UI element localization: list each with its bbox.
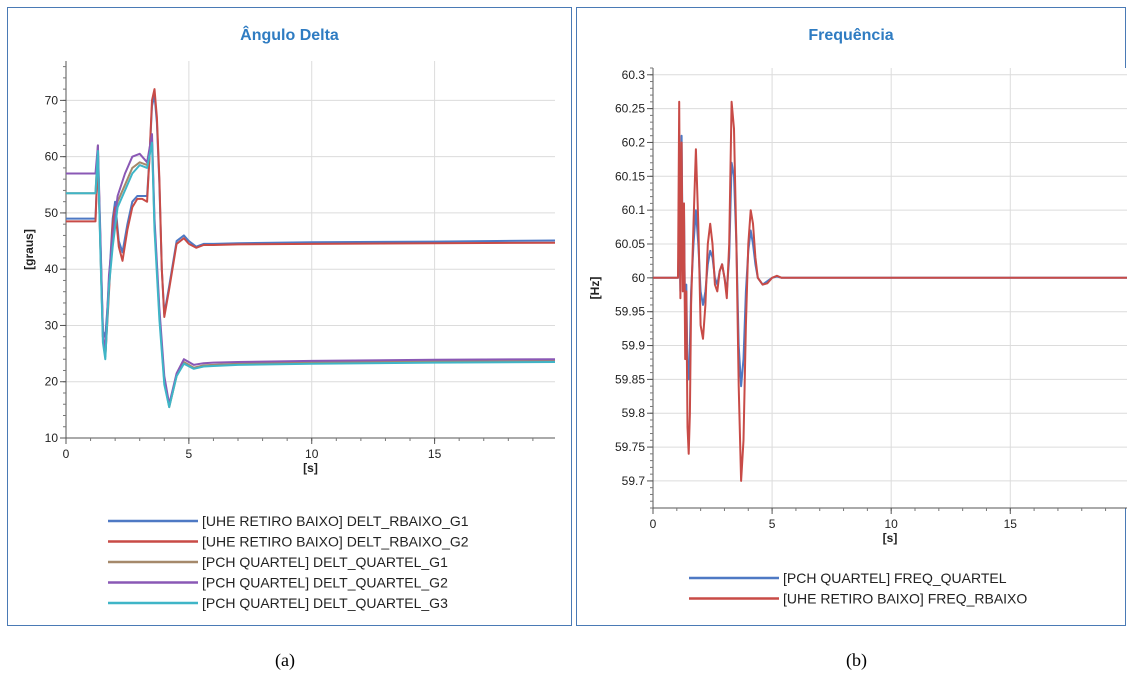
x-tick-label: 15 bbox=[1004, 517, 1018, 531]
legend-label-2: [UHE RETIRO BAIXO] DELT_RBAIXO_G2 bbox=[202, 534, 469, 550]
y-tick-label: 50 bbox=[45, 206, 59, 220]
y-axis-label: [Hz] bbox=[588, 277, 602, 300]
y-tick-label: 60.15 bbox=[615, 169, 645, 183]
chart-title: Frequência bbox=[808, 27, 894, 44]
y-axis-label: [graus] bbox=[22, 229, 36, 270]
series-line-2 bbox=[653, 100, 1127, 482]
y-tick-label: 60.25 bbox=[615, 102, 645, 116]
x-tick-label: 15 bbox=[428, 447, 442, 461]
x-tick-label: 5 bbox=[186, 447, 193, 461]
legend: [UHE RETIRO BAIXO] DELT_RBAIXO_G1 [UHE RE… bbox=[108, 513, 469, 611]
legend: [PCH QUARTEL] FREQ_QUARTEL [UHE RETIRO BA… bbox=[689, 570, 1027, 607]
y-tick-label: 10 bbox=[45, 431, 59, 445]
legend-label-1: [UHE RETIRO BAIXO] DELT_RBAIXO_G1 bbox=[202, 513, 469, 529]
y-tick-label: 60.2 bbox=[622, 135, 646, 149]
y-tick-label: 59.7 bbox=[622, 474, 646, 488]
caption-b: (b) bbox=[846, 650, 867, 670]
delta-chart: 10 20 30 40 50 60 70 0 5 10 15 [s] [graus] [UHE RETIR… bbox=[22, 61, 555, 611]
chart-panel-frequency: Frequência 59.7 59.75 59.8 59.85 59.9 59.95 60… bbox=[576, 7, 1127, 626]
legend-label-3: [PCH QUARTEL] DELT_QUARTEL_G1 bbox=[202, 554, 448, 570]
plot-area bbox=[66, 61, 555, 438]
caption-a: (a) bbox=[275, 650, 295, 670]
legend-label-4: [PCH QUARTEL] DELT_QUARTEL_G2 bbox=[202, 575, 448, 591]
legend-label-5: [PCH QUARTEL] DELT_QUARTEL_G3 bbox=[202, 595, 448, 611]
series-line-5 bbox=[66, 141, 555, 409]
plot-area bbox=[653, 68, 1127, 508]
y-tick-label: 20 bbox=[45, 375, 59, 389]
x-tick-label: 0 bbox=[63, 447, 70, 461]
x-axis-label: [s] bbox=[883, 531, 898, 545]
y-tick-label: 59.9 bbox=[622, 339, 646, 353]
y-tick-label: 60.1 bbox=[622, 203, 646, 217]
legend-label-1: [PCH QUARTEL] FREQ_QUARTEL bbox=[783, 570, 1007, 586]
y-tick-label: 60 bbox=[45, 150, 59, 164]
chart-title: Ângulo Delta bbox=[240, 27, 339, 44]
y-tick-label: 70 bbox=[45, 93, 59, 107]
y-tick-label: 59.85 bbox=[615, 372, 645, 386]
y-tick-label: 59.75 bbox=[615, 440, 645, 454]
x-tick-label: 10 bbox=[305, 447, 319, 461]
y-tick-label: 40 bbox=[45, 262, 59, 276]
y-tick-label: 60.05 bbox=[615, 237, 645, 251]
y-tick-label: 60 bbox=[632, 271, 646, 285]
x-tick-label: 0 bbox=[650, 517, 657, 531]
chart-panel-delta: Ângulo Delta 10 20 30 40 50 60 70 0 5 10 15 [s] [gra… bbox=[7, 7, 572, 626]
x-tick-label: 5 bbox=[769, 517, 776, 531]
y-tick-label: 30 bbox=[45, 318, 59, 332]
frequency-chart: 59.7 59.75 59.8 59.85 59.9 59.95 60 60.05 60.1 60… bbox=[588, 67, 1127, 607]
y-tick-label: 60.3 bbox=[622, 68, 646, 82]
y-tick-label: 59.95 bbox=[615, 305, 645, 319]
x-axis-label: [s] bbox=[303, 461, 318, 475]
legend-label-2: [UHE RETIRO BAIXO] FREQ_RBAIXO bbox=[783, 591, 1027, 607]
y-tick-label: 59.8 bbox=[622, 406, 646, 420]
x-tick-label: 10 bbox=[885, 517, 899, 531]
